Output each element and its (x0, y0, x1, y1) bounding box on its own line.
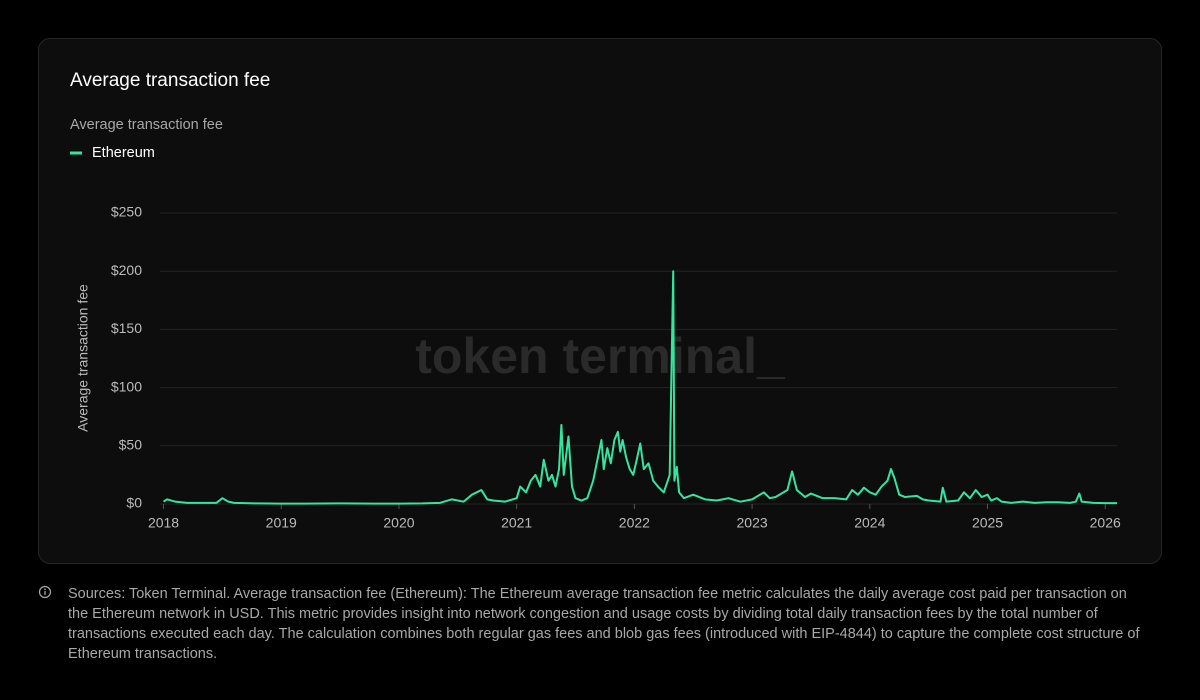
chart-title: Average transaction fee (70, 70, 270, 91)
watermark: token terminal_ (415, 328, 786, 384)
chart-subtitle: Average transaction fee (70, 117, 223, 133)
x-tick-label: 2021 (501, 515, 532, 531)
y-axis-label: Average transaction fee (75, 284, 91, 432)
footnote: Sources: Token Terminal. Average transac… (68, 586, 1140, 662)
y-tick-label: $250 (111, 204, 142, 220)
x-tick-label: 2026 (1090, 515, 1121, 531)
chart-card (38, 38, 1162, 564)
x-tick-label: 2023 (737, 515, 768, 531)
x-tick-label: 2025 (972, 515, 1003, 531)
x-tick-label: 2022 (619, 515, 650, 531)
x-tick-label: 2024 (854, 515, 885, 531)
chart: Average transaction fee Average transact… (70, 70, 1121, 531)
y-tick-label: $150 (111, 320, 142, 336)
x-tick-label: 2019 (266, 515, 297, 531)
y-tick-label: $50 (119, 437, 143, 453)
x-tick-label: 2018 (148, 515, 179, 531)
info-icon (38, 585, 52, 599)
y-tick-label: $100 (111, 378, 142, 394)
data-line (162, 270, 1117, 505)
y-tick-label: $0 (126, 495, 142, 511)
x-tick-label: 2020 (383, 515, 414, 531)
legend-label: Ethereum (92, 145, 155, 161)
y-tick-label: $200 (111, 262, 142, 278)
